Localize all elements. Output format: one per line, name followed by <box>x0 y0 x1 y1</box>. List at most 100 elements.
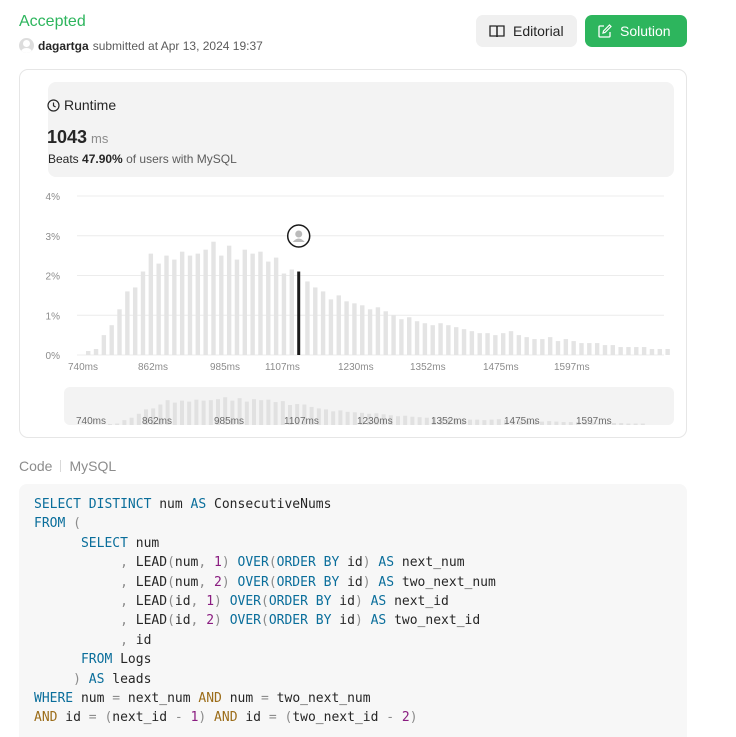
chart-bar <box>610 345 616 355</box>
avatar[interactable] <box>19 38 34 53</box>
slider-bar <box>619 423 624 425</box>
beats-suffix: of users with MySQL <box>126 152 237 166</box>
slider-bar <box>151 408 156 425</box>
slider-bar <box>374 413 379 425</box>
slider-bar <box>453 418 458 425</box>
beats-value: 47.90% <box>82 152 123 166</box>
slider-bar <box>295 404 300 425</box>
slider-bar <box>388 415 393 425</box>
slider-bar <box>640 423 645 425</box>
slider-bar <box>360 412 364 425</box>
slider-bar <box>626 423 631 425</box>
chart-bar <box>602 345 608 355</box>
chart-bar <box>258 251 263 355</box>
slider-bar <box>316 408 321 425</box>
chart-bar <box>273 257 279 355</box>
slider-bar <box>144 409 148 425</box>
chart-bar <box>305 281 310 355</box>
slider-bar <box>194 399 199 425</box>
chart-bar <box>109 325 114 355</box>
slider-tick-label: 740ms <box>76 416 106 427</box>
slider-bar <box>309 406 314 425</box>
slider-bar <box>561 422 566 425</box>
chart-bar <box>649 349 655 355</box>
chart-bar <box>555 341 561 355</box>
slider-bar <box>352 412 357 425</box>
divider <box>60 460 62 472</box>
chart-bar <box>352 303 357 355</box>
chart-bar <box>242 249 247 355</box>
slider-bar <box>280 401 285 425</box>
slider-bar <box>518 421 523 425</box>
slider-bar <box>496 419 501 425</box>
slider-bar <box>259 400 264 425</box>
chart-bar <box>587 343 592 355</box>
slider-bar <box>612 423 616 425</box>
x-tick-label: 985ms <box>210 362 240 373</box>
chart-bar <box>219 255 224 355</box>
slider-bar <box>482 420 487 425</box>
x-tick-label: 862ms <box>138 362 168 373</box>
slider-bar <box>511 420 516 425</box>
slider-bar <box>216 399 220 425</box>
slider-bar <box>129 417 134 425</box>
chart-bar <box>634 347 639 355</box>
chart-bar <box>399 319 404 355</box>
slider-bar <box>180 400 184 425</box>
chart-bar <box>579 343 584 355</box>
code-block[interactable]: SELECT DISTINCT num AS ConsecutiveNums F… <box>19 484 687 737</box>
username[interactable]: dagartga <box>38 38 89 53</box>
chart-bar <box>344 301 349 355</box>
slider-bar <box>446 418 451 425</box>
slider-bar <box>525 421 530 425</box>
solution-button[interactable]: Solution <box>585 15 687 47</box>
chart-bar <box>571 341 576 355</box>
runtime-value: 1043 <box>47 127 88 147</box>
slider-bar <box>244 401 249 425</box>
slider-bar <box>468 419 472 425</box>
chart-bar <box>360 305 365 355</box>
code-language: MySQL <box>69 458 117 474</box>
slider-bar <box>489 419 494 425</box>
highlight-bar <box>297 271 301 355</box>
chart-bar <box>493 335 498 355</box>
editorial-button[interactable]: Editorial <box>476 15 577 47</box>
clock-icon <box>47 98 60 112</box>
chart-bar <box>594 343 600 355</box>
slider-bar <box>432 417 436 425</box>
runtime-title-text: Runtime <box>64 97 117 113</box>
slider-bar <box>532 420 537 425</box>
slider-bar <box>273 402 278 425</box>
x-tick-label: 1597ms <box>554 362 590 373</box>
code-content: SELECT DISTINCT num AS ConsecutiveNums F… <box>34 497 496 726</box>
chart-bar <box>250 253 255 355</box>
slider-bar <box>208 400 213 425</box>
chart-bar <box>657 349 662 355</box>
runtime-unit: ms <box>91 131 109 146</box>
chart-bar <box>117 309 122 355</box>
chart-bar <box>430 325 435 355</box>
y-tick-label: 2% <box>46 272 61 283</box>
chart-bar <box>540 339 545 355</box>
slider-bar <box>597 423 602 425</box>
chart-bar <box>140 271 146 355</box>
chart-bar <box>313 287 318 355</box>
x-tick-label: 1107ms <box>265 362 300 373</box>
beats-prefix: Beats <box>48 152 79 166</box>
chart-bar <box>547 337 553 355</box>
runtime-distribution-chart: 4% 3% 2% 1% 0% 740ms 862ms 985ms 1107ms 1230ms 135… <box>46 192 674 427</box>
chart-bar <box>203 249 208 355</box>
code-tab-label[interactable]: Code <box>19 458 53 474</box>
runtime-summary <box>48 82 674 177</box>
submitted-text: submitted at Apr 13, 2024 19:37 <box>92 38 263 53</box>
runtime-value-row: 1043 ms <box>47 127 108 148</box>
slider-tick-label: 1475ms <box>504 416 540 427</box>
chart-bar <box>508 331 514 355</box>
chart-bar <box>125 291 130 355</box>
slider-bar <box>604 423 609 425</box>
slider-bar <box>417 417 422 425</box>
book-icon <box>489 25 505 38</box>
chart-bar <box>532 339 537 355</box>
slider-bar <box>633 423 638 425</box>
status-label: Accepted <box>19 13 86 30</box>
